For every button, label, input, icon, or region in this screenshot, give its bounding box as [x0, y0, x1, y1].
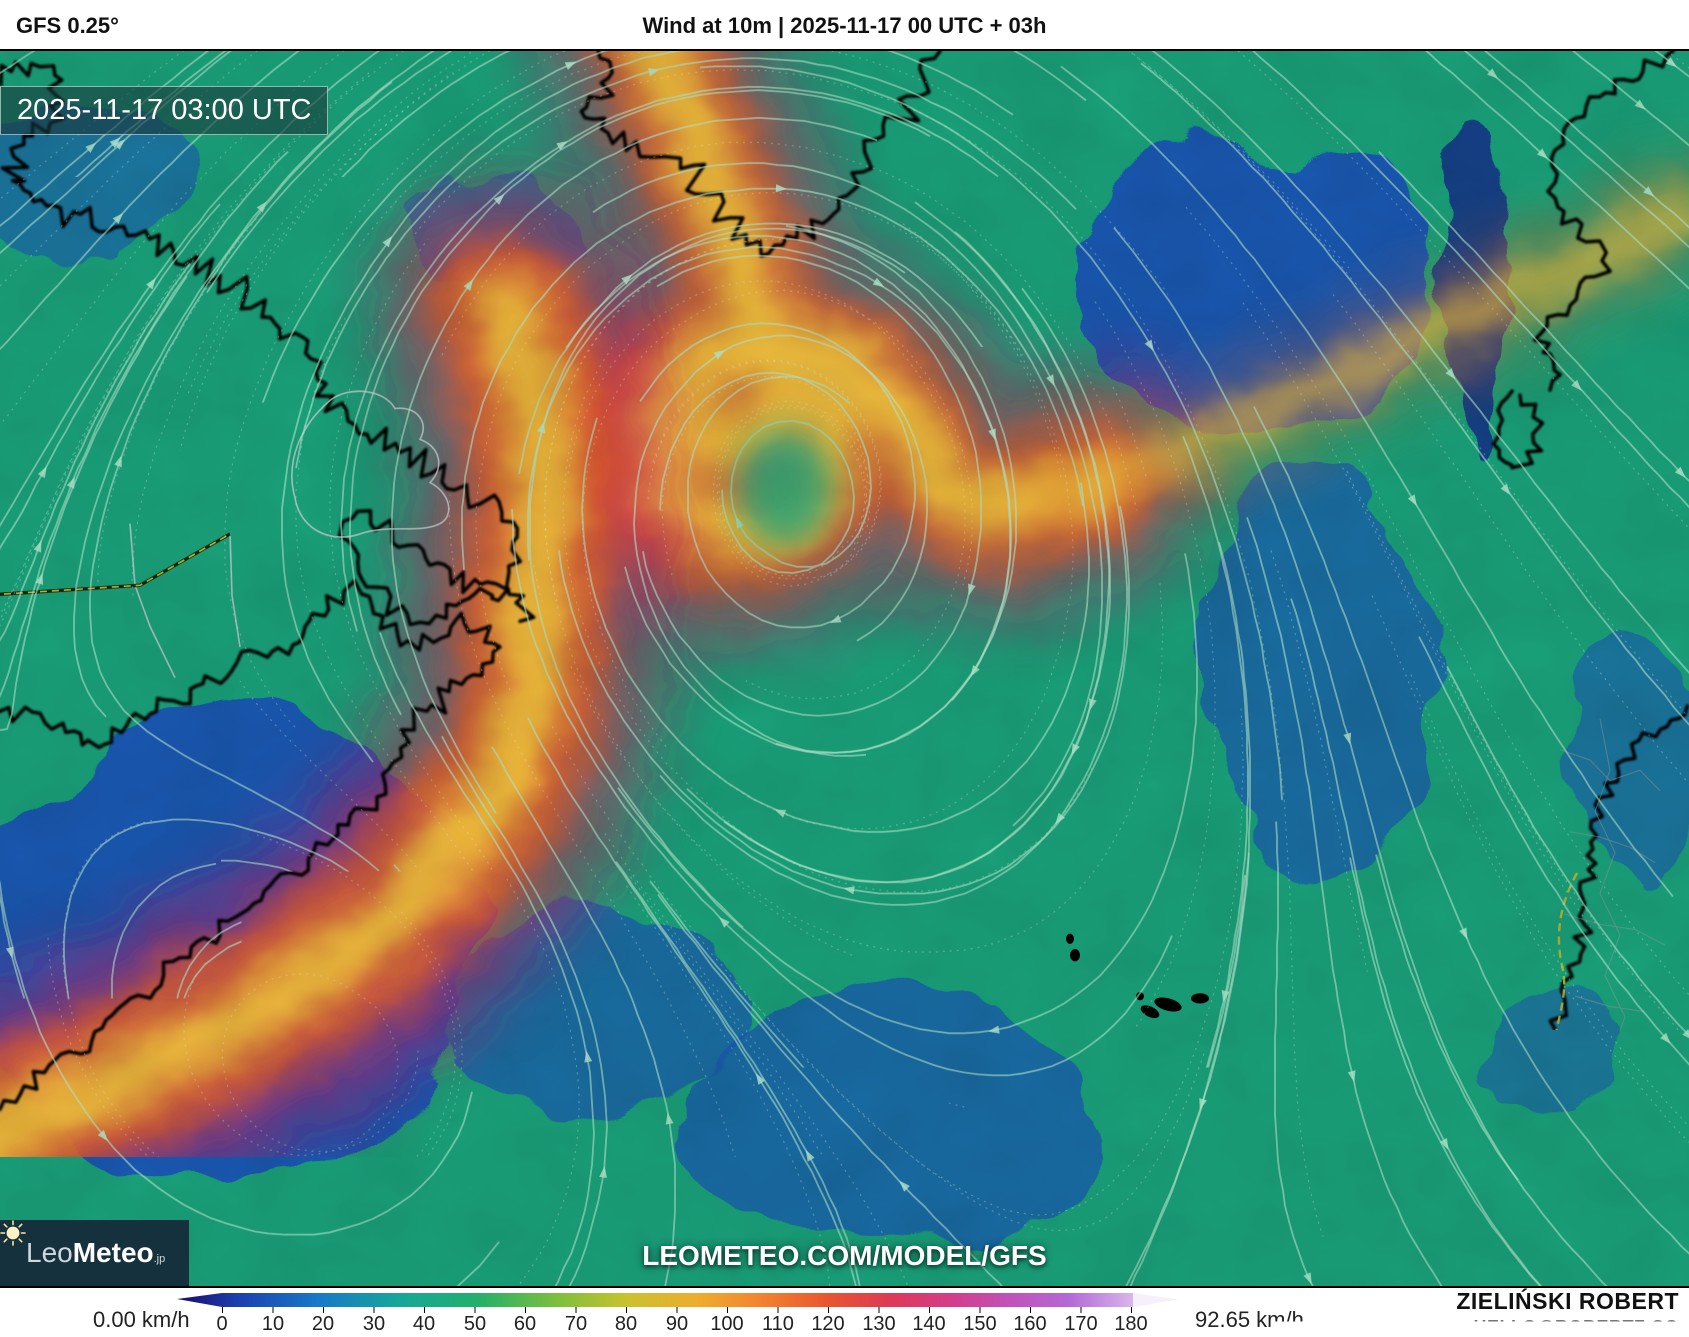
- svg-text:160: 160: [1013, 1313, 1046, 1335]
- svg-text:140: 140: [912, 1313, 945, 1335]
- svg-text:170: 170: [1064, 1313, 1097, 1335]
- svg-text:180: 180: [1114, 1313, 1147, 1335]
- svg-text:70: 70: [565, 1313, 587, 1335]
- svg-text:30: 30: [363, 1313, 385, 1335]
- svg-text:50: 50: [464, 1313, 486, 1335]
- svg-text:100: 100: [710, 1313, 743, 1335]
- svg-text:40: 40: [413, 1313, 435, 1335]
- svg-text:120: 120: [811, 1313, 844, 1335]
- svg-text:10: 10: [262, 1313, 284, 1335]
- svg-text:0: 0: [216, 1313, 227, 1335]
- svg-text:60: 60: [514, 1313, 536, 1335]
- svg-text:110: 110: [762, 1313, 794, 1335]
- svg-text:80: 80: [615, 1313, 637, 1335]
- svg-text:130: 130: [862, 1313, 895, 1335]
- svg-text:20: 20: [312, 1313, 334, 1335]
- svg-text:150: 150: [963, 1313, 996, 1335]
- svg-text:90: 90: [666, 1313, 688, 1335]
